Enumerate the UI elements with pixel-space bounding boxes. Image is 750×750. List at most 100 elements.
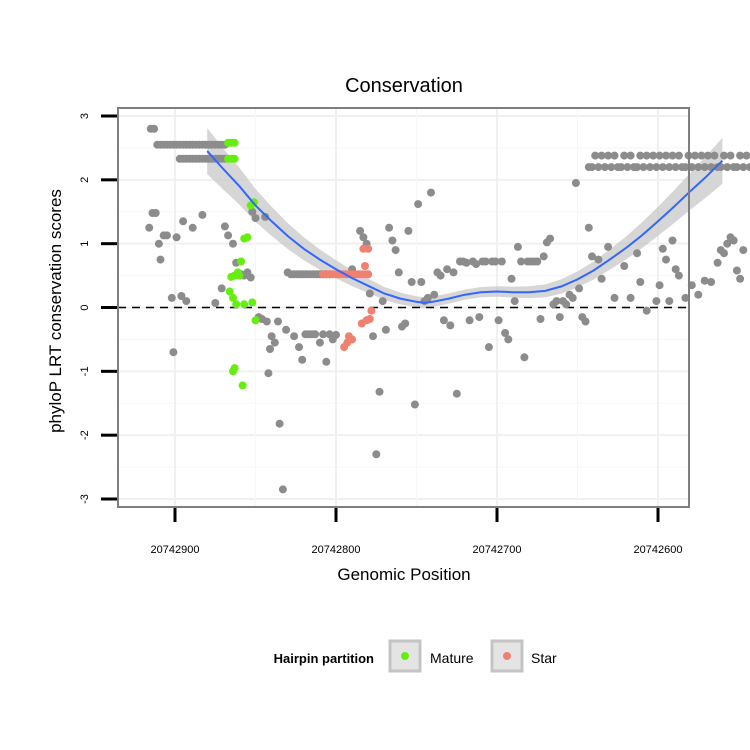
data-point-other — [443, 265, 452, 274]
data-point-other — [267, 332, 276, 341]
x-tick-label: 20742800 — [312, 544, 361, 556]
data-point-other — [198, 210, 207, 219]
data-point-other — [642, 151, 651, 160]
data-point-other — [539, 252, 548, 261]
data-point-other — [681, 163, 690, 172]
data-point-mature — [251, 316, 260, 325]
data-point-other — [546, 234, 555, 243]
data-point-other — [720, 151, 728, 160]
data-point-other — [188, 223, 197, 232]
legend-label-mature: Mature — [430, 650, 474, 666]
data-point-other — [620, 262, 629, 270]
data-point-other — [636, 151, 645, 160]
data-point-other — [642, 306, 651, 315]
x-axis-label: Genomic Position — [337, 565, 470, 584]
data-point-other — [430, 290, 439, 299]
x-tick-label: 20742700 — [473, 544, 522, 556]
data-point-other — [700, 276, 709, 285]
data-point-other — [510, 297, 519, 306]
data-point-mature — [240, 300, 249, 309]
data-point-other — [332, 330, 340, 339]
data-point-other — [427, 188, 435, 197]
data-point-other — [251, 214, 260, 223]
data-point-other — [694, 163, 703, 172]
data-point-other — [555, 313, 564, 322]
data-point-other — [713, 258, 722, 267]
data-point-other — [597, 151, 606, 160]
data-point-other — [275, 419, 284, 428]
data-point-other — [736, 274, 745, 283]
data-point-other — [610, 151, 619, 160]
legend-entry-star: Star — [490, 639, 557, 673]
data-point-other — [319, 330, 328, 339]
smooth-line — [206, 150, 724, 305]
smooth-confidence-band — [207, 128, 723, 309]
data-point-other — [671, 265, 680, 274]
data-point-other — [662, 151, 670, 160]
data-point-other — [607, 163, 616, 172]
y-tick-label: -3 — [79, 494, 91, 504]
y-tick-label: -2 — [79, 430, 91, 440]
data-point-star — [364, 270, 373, 279]
data-point-other — [224, 231, 233, 240]
data-point-other — [739, 246, 748, 255]
legend-label-star: Star — [531, 650, 557, 666]
data-point-other — [594, 163, 603, 172]
data-point-other — [517, 257, 526, 266]
data-point-other — [703, 151, 712, 160]
data-point-other — [581, 317, 590, 326]
data-point-other — [217, 284, 226, 293]
data-point-other — [655, 281, 664, 290]
data-point-other — [145, 223, 154, 232]
y-tick-label: 3 — [79, 113, 91, 119]
data-point-other — [665, 297, 674, 306]
data-point-other — [182, 297, 191, 306]
data-point-other — [633, 163, 642, 172]
data-point-other — [707, 278, 716, 286]
data-point-other — [356, 226, 365, 235]
data-point-other — [394, 268, 403, 277]
data-point-other — [742, 151, 750, 160]
data-point-other — [151, 209, 160, 217]
data-point-other — [591, 151, 600, 160]
data-point-other — [410, 400, 419, 409]
plot-panel-border — [117, 107, 690, 508]
data-point-mature — [237, 257, 245, 266]
data-point-other — [710, 151, 719, 160]
smooth-line-layer — [206, 150, 724, 305]
data-point-other — [588, 252, 596, 261]
data-point-other — [375, 387, 384, 396]
data-point-other — [481, 257, 490, 266]
data-point-other — [446, 321, 455, 330]
data-point-other — [417, 278, 426, 286]
data-point-other — [472, 260, 481, 269]
data-point-other — [646, 163, 654, 172]
data-point-other — [298, 355, 307, 364]
data-point-other — [462, 258, 471, 267]
data-point-other — [172, 233, 181, 242]
y-axis-label: phyloP LRT conservation scores — [46, 189, 65, 433]
data-point-other — [452, 389, 461, 398]
data-point-other — [365, 289, 374, 298]
data-point-other — [626, 151, 635, 160]
data-point-other — [220, 222, 229, 231]
data-point-other — [620, 151, 629, 160]
data-point-other — [552, 297, 561, 306]
data-point-other — [533, 257, 542, 266]
data-point-other — [720, 249, 728, 258]
legend: Hairpin partition Mature Star — [274, 639, 557, 673]
data-point-other — [266, 345, 274, 353]
x-axis-ticks: 20742900 20742800 20742700 20742600 — [151, 508, 682, 556]
data-point-mature — [230, 154, 239, 163]
data-point-other — [694, 290, 703, 299]
data-point-other — [497, 257, 506, 266]
data-point-other — [465, 316, 474, 325]
data-point-other — [665, 163, 674, 172]
legend-title: Hairpin partition — [274, 651, 374, 666]
data-point-other — [588, 163, 596, 172]
data-point-other — [475, 313, 484, 322]
data-point-other — [633, 249, 642, 258]
data-point-star — [340, 343, 349, 352]
data-point-other — [729, 236, 738, 245]
